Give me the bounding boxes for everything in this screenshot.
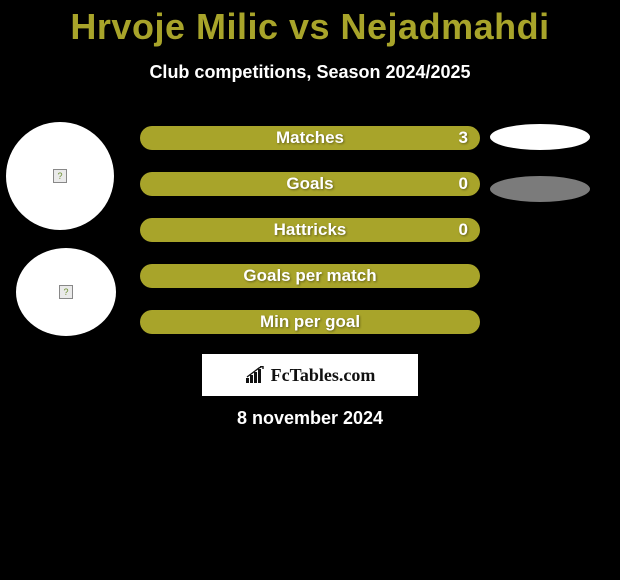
comparison-pill: [490, 124, 590, 150]
stat-bar-value: 3: [459, 128, 468, 148]
stat-bar: Min per goal: [140, 310, 480, 334]
stat-bar: Goals per match: [140, 264, 480, 288]
stat-bar-label: Goals per match: [243, 266, 376, 286]
bar-chart-icon: [245, 366, 267, 384]
stat-bar: Hattricks 0: [140, 218, 480, 242]
stat-bar-label: Matches: [276, 128, 344, 148]
avatars-column: ? ?: [6, 122, 116, 336]
attribution-badge: FcTables.com: [202, 354, 418, 396]
player-1-avatar: ?: [6, 122, 114, 230]
attribution-text: FcTables.com: [271, 365, 376, 386]
comparison-pill: [490, 176, 590, 202]
stat-bars: Matches 3 Goals 0 Hattricks 0 Goals per match M…: [140, 126, 480, 356]
stat-bar-label: Goals: [286, 174, 333, 194]
stat-bar-label: Min per goal: [260, 312, 360, 332]
stat-bar-value: 0: [459, 220, 468, 240]
stat-bar: Goals 0: [140, 172, 480, 196]
subtitle: Club competitions, Season 2024/2025: [0, 62, 620, 83]
stat-bar-value: 0: [459, 174, 468, 194]
player-2-avatar: ?: [16, 248, 116, 336]
right-pill-column: [490, 124, 590, 228]
page-title: Hrvoje Milic vs Nejadmahdi: [0, 0, 620, 48]
stat-bar-label: Hattricks: [274, 220, 347, 240]
stat-bar: Matches 3: [140, 126, 480, 150]
date-text: 8 november 2024: [0, 408, 620, 429]
image-placeholder-icon: ?: [53, 169, 67, 183]
image-placeholder-icon: ?: [59, 285, 73, 299]
